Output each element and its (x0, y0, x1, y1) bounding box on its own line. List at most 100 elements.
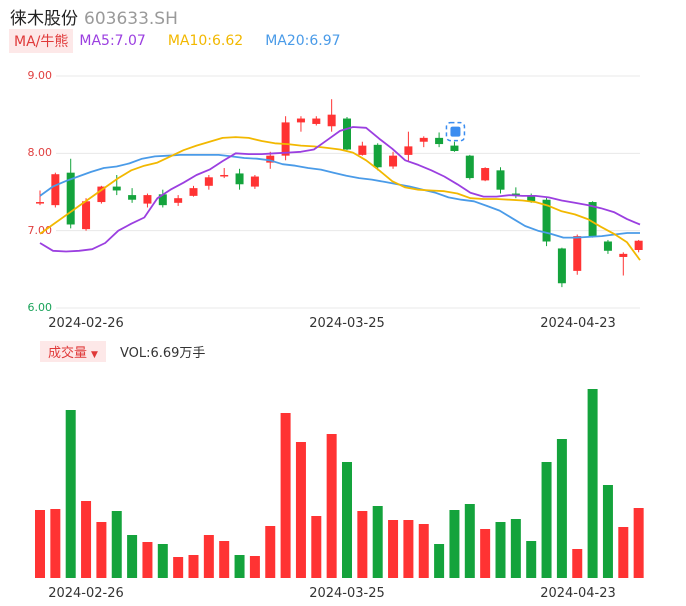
candle-body (97, 186, 106, 203)
ma-indicator-tag[interactable]: MA/牛熊 (9, 29, 74, 53)
volume-bar (96, 522, 107, 578)
candle-body (250, 176, 259, 187)
stock-code: 603633.SH (84, 9, 178, 29)
volume-bar (602, 485, 613, 578)
volume-bar (526, 541, 537, 578)
candle-body (143, 195, 152, 204)
candle (419, 136, 428, 148)
candlestick-series (36, 99, 643, 288)
volume-bar (480, 529, 491, 578)
volume-bar (418, 524, 429, 578)
candle (66, 158, 75, 229)
candle-body (66, 172, 75, 225)
volume-tag-label: 成交量 (48, 345, 88, 361)
stock-title: 徕木股份 603633.SH (10, 4, 178, 29)
volume-bar (234, 555, 245, 578)
volume-bar (541, 462, 552, 578)
volume-bar (311, 516, 322, 578)
volume-indicator-dropdown[interactable]: 成交量 ▼ (40, 340, 106, 362)
candle-body (573, 236, 582, 271)
date-tick-2: 2024-04-23 (540, 316, 616, 331)
ma5-line (39, 126, 641, 253)
stock-name: 徕木股份 (10, 9, 78, 29)
candle (435, 132, 444, 148)
volume-legend: 成交量 ▼ VOL:6.69万手 (40, 340, 206, 362)
ma20-legend: MA20:6.97 (265, 33, 341, 49)
candle (312, 116, 321, 126)
price-axis-labels: 9.00 8.00 7.00 6.00 (28, 69, 53, 314)
volume-bar (556, 439, 567, 578)
candle (327, 99, 336, 132)
volume-bar (65, 410, 76, 578)
candle (158, 189, 167, 208)
volume-bar (157, 544, 168, 578)
ma5-legend: MA5:7.07 (79, 33, 146, 49)
price-tick-1: 8.00 (28, 146, 53, 159)
candle (389, 151, 398, 169)
candle (373, 143, 382, 171)
candle (603, 239, 612, 254)
candle (51, 172, 60, 208)
volume-bar (280, 413, 291, 578)
flag-icon (450, 126, 461, 137)
candle-body (128, 195, 137, 200)
candle-body (634, 240, 643, 250)
candle (174, 195, 183, 206)
date-tick-1: 2024-03-25 (309, 316, 385, 331)
candle (36, 190, 44, 206)
ma10-line (39, 136, 641, 261)
candle-body (389, 155, 398, 167)
volume-bar-series (35, 389, 644, 578)
candle (465, 154, 474, 180)
candle (343, 116, 351, 151)
candle-body (51, 174, 60, 206)
candle (220, 168, 229, 179)
volume-bar (618, 527, 629, 578)
volume-value: VOL:6.69万手 (119, 345, 206, 361)
volume-bar (142, 542, 153, 578)
candle-body (588, 202, 597, 237)
candle-body (36, 202, 44, 204)
candle-body (327, 114, 336, 127)
volume-bar (50, 509, 61, 578)
candle-body (358, 145, 367, 155)
candle (128, 188, 137, 203)
volume-bar (81, 501, 92, 578)
volume-bar (326, 434, 337, 578)
candle-body (419, 137, 428, 142)
candle-body (112, 186, 121, 191)
volume-bar (495, 522, 506, 578)
candle (97, 185, 106, 204)
price-tick-2: 7.00 (28, 224, 53, 237)
candle-body (312, 118, 321, 124)
candle (573, 234, 582, 275)
volume-bar (510, 519, 521, 578)
candle-body (220, 174, 229, 177)
event-marker[interactable] (445, 121, 466, 142)
candle-body (296, 118, 305, 123)
volume-bar (295, 442, 306, 578)
volume-bar (587, 389, 598, 578)
volume-date-tick-0: 2024-02-26 (48, 586, 124, 601)
volume-bar (35, 510, 45, 578)
candle (496, 167, 505, 194)
candle (557, 247, 566, 288)
ma-legend: MA/牛熊 MA5:7.07 MA10:6.62 MA20:6.97 (9, 29, 363, 53)
marker-frame (445, 121, 466, 142)
volume-bar (434, 544, 445, 578)
volume-bar (342, 462, 352, 578)
volume-bar (188, 555, 199, 578)
candle (82, 198, 91, 231)
candle (619, 252, 628, 276)
ma10-legend: MA10:6.62 (167, 33, 244, 49)
candle (189, 185, 198, 197)
volume-bar (572, 549, 583, 578)
candle-body (450, 145, 459, 152)
volume-bar (249, 556, 260, 578)
candle (235, 168, 244, 190)
candle (634, 239, 643, 253)
date-tick-0: 2024-02-26 (48, 316, 124, 331)
candle-body (189, 188, 198, 196)
candle-body (603, 241, 612, 251)
